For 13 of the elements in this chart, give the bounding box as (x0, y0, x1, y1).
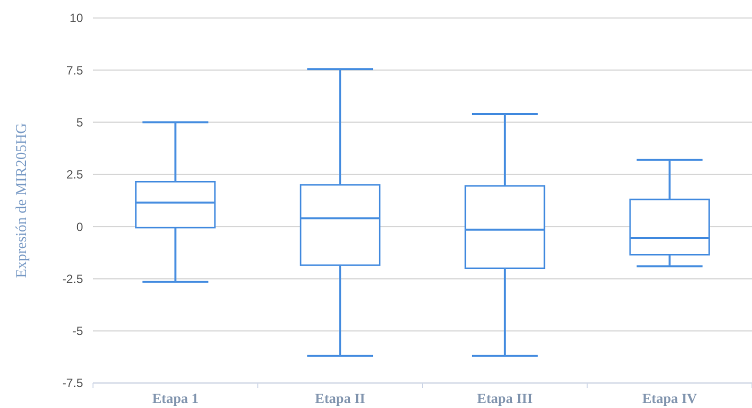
x-tick-label: Etapa II (315, 392, 366, 407)
y-tick-label: 10 (70, 11, 84, 26)
x-tick-label: Etapa III (477, 392, 533, 407)
y-tick-label: -2.5 (62, 272, 84, 286)
y-axis-title: Expresión de MIR205HG (14, 122, 30, 278)
y-tick-label: -7.5 (62, 376, 84, 390)
y-tick-label: -5 (72, 324, 84, 338)
y-tick-label: 5 (76, 115, 84, 130)
x-tick-label: Etapa IV (642, 392, 698, 407)
x-tick-label: Etapa 1 (152, 392, 199, 407)
y-tick-label: 0 (76, 220, 84, 234)
y-tick-label: 2.5 (66, 168, 84, 182)
y-tick-label: 7.5 (66, 63, 84, 78)
